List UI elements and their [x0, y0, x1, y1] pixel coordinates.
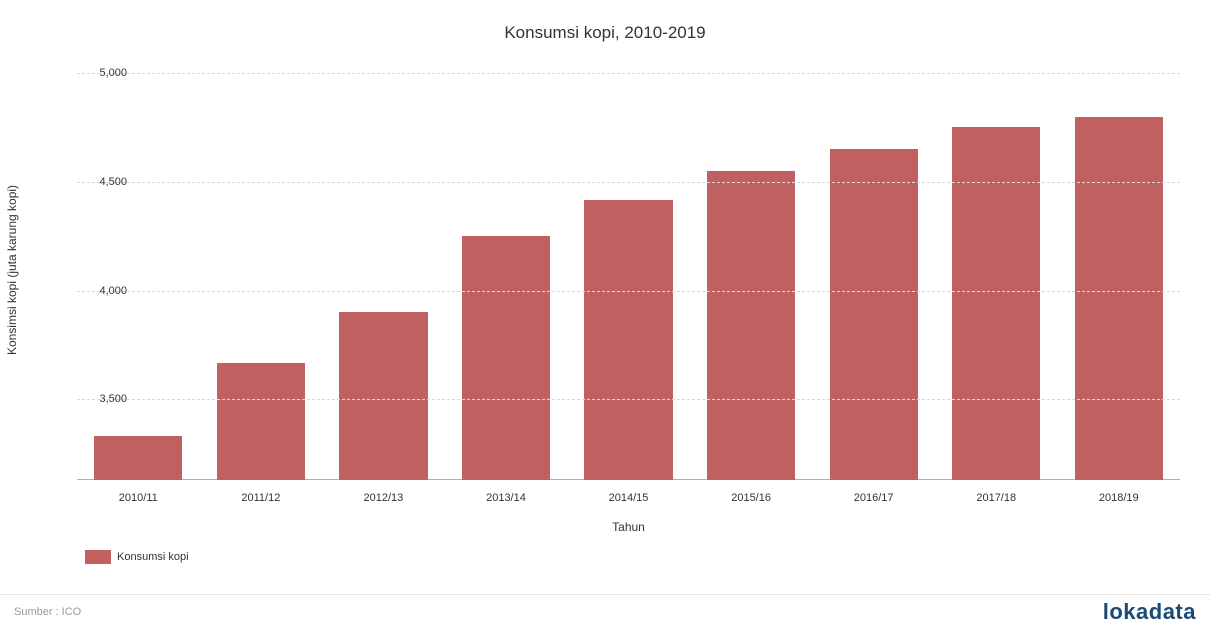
gridline	[77, 182, 1180, 183]
bar-slot: 2013/14	[445, 60, 568, 480]
y-tick-label: 3,500	[87, 393, 127, 405]
gridline	[77, 291, 1180, 292]
x-axis-label: Tahun	[612, 520, 645, 534]
bar-slot: 2017/18	[935, 60, 1058, 480]
bar	[707, 171, 795, 480]
chart-title: Konsumsi kopi, 2010-2019	[0, 0, 1210, 43]
x-tick-label: 2017/18	[976, 492, 1016, 504]
bar-slot: 2018/19	[1058, 60, 1181, 480]
legend-label: Konsumsi kopi	[117, 551, 189, 563]
x-tick-label: 2018/19	[1099, 492, 1139, 504]
footer: Sumber : ICO lokadata	[0, 594, 1210, 628]
y-tick-label: 4,500	[87, 176, 127, 188]
x-tick-label: 2014/15	[609, 492, 649, 504]
bar-slot: 2015/16	[690, 60, 813, 480]
x-tick-label: 2012/13	[364, 492, 404, 504]
bar	[462, 236, 550, 480]
bars-group: 2010/112011/122012/132013/142014/152015/…	[77, 60, 1180, 480]
bar	[830, 149, 918, 480]
bar	[584, 200, 672, 480]
bar-slot: 2010/11	[77, 60, 200, 480]
x-tick-label: 2010/11	[119, 492, 158, 504]
legend: Konsumsi kopi	[85, 550, 189, 564]
x-tick-label: 2013/14	[486, 492, 526, 504]
x-tick-label: 2011/12	[241, 492, 280, 504]
gridline	[77, 73, 1180, 74]
bar	[94, 436, 182, 480]
y-tick-label: 5,000	[87, 67, 127, 79]
y-axis-label: Konsimsi kopi (juta karung kopi)	[5, 185, 19, 355]
plot-area: 2010/112011/122012/132013/142014/152015/…	[77, 60, 1180, 480]
bar-slot: 2014/15	[567, 60, 690, 480]
chart-container: Konsumsi kopi, 2010-2019 Konsimsi kopi (…	[0, 0, 1210, 628]
bar-slot: 2012/13	[322, 60, 445, 480]
bar	[217, 363, 305, 480]
x-tick-label: 2016/17	[854, 492, 894, 504]
gridline	[77, 399, 1180, 400]
source-text: Sumber : ICO	[14, 606, 81, 618]
bar-slot: 2016/17	[812, 60, 935, 480]
bar-slot: 2011/12	[200, 60, 323, 480]
bar	[1075, 117, 1163, 480]
bar	[952, 127, 1040, 480]
bar	[339, 312, 427, 480]
chart-area: Konsimsi kopi (juta karung kopi) 2010/11…	[22, 60, 1180, 480]
brand-logo: lokadata	[1103, 599, 1196, 625]
y-tick-label: 4,000	[87, 285, 127, 297]
x-tick-label: 2015/16	[731, 492, 771, 504]
legend-swatch	[85, 550, 111, 564]
